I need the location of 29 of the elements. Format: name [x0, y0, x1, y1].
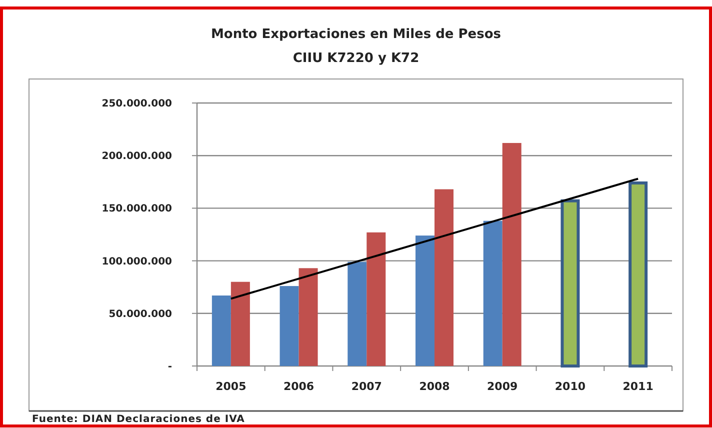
- x-tick-label: 2007: [351, 380, 382, 393]
- chart-title: Monto Exportaciones en Miles de Pesos: [210, 27, 502, 42]
- bar: [560, 199, 580, 368]
- y-tick-label: 150.000.000: [102, 204, 172, 215]
- x-tick-label: 2008: [419, 380, 450, 393]
- bar: [416, 236, 434, 366]
- chart-subtitle: CIIU K7220 y K72: [292, 51, 420, 66]
- bar: [280, 286, 299, 366]
- source-note: Fuente: DIAN Declaraciones de IVA: [32, 414, 245, 425]
- y-tick-label: 50.000.000: [108, 308, 172, 320]
- x-tick-label: 2006: [283, 380, 314, 393]
- bar: [628, 181, 648, 368]
- bar: [298, 268, 318, 366]
- y-tick-label: 200.000.000: [102, 151, 172, 162]
- x-tick-label: 2011: [622, 380, 654, 393]
- bar: [502, 142, 522, 366]
- bar: [434, 189, 454, 366]
- x-tick-label: 2005: [216, 380, 246, 393]
- x-tick-label: 2010: [554, 380, 586, 393]
- y-tick-label: 100.000.000: [102, 256, 172, 268]
- x-tick-label: 2009: [487, 380, 518, 393]
- bar: [212, 296, 231, 366]
- line-series: [230, 178, 640, 300]
- bar: [230, 282, 250, 366]
- y-tick-label: 250.000.000: [102, 98, 172, 110]
- bar: [366, 232, 386, 366]
- y-tick-label: -: [168, 362, 172, 372]
- bar: [483, 220, 502, 366]
- bar: [348, 262, 367, 366]
